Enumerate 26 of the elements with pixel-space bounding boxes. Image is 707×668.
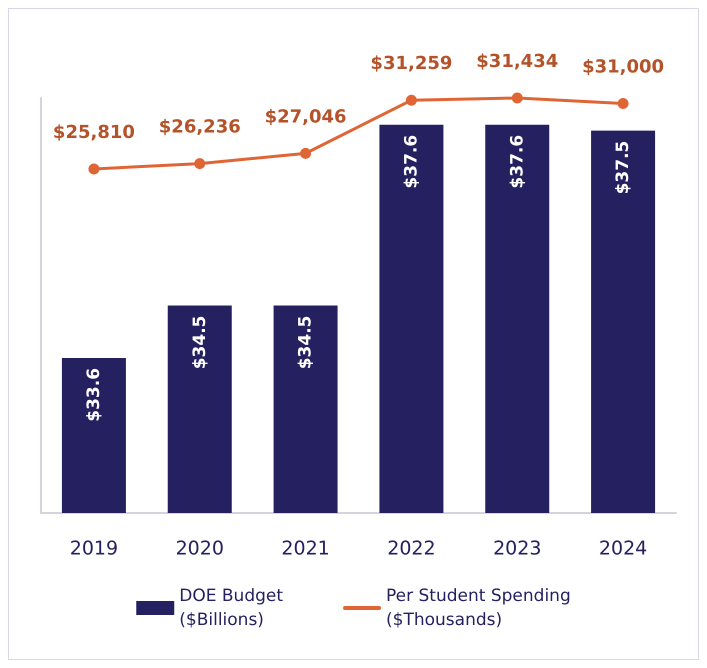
data-label: $34.5 xyxy=(190,316,210,370)
x-tick-label: 2019 xyxy=(70,538,118,560)
point xyxy=(88,163,100,174)
point xyxy=(300,148,312,159)
data-label: $33.6 xyxy=(84,368,104,422)
point xyxy=(194,158,206,170)
point xyxy=(406,94,417,106)
data-label: $37.5 xyxy=(613,140,634,194)
data-label: $37.6 xyxy=(401,134,422,189)
data-label: $34.5 xyxy=(296,316,316,370)
legend-label: DOE Budget ($Billions) xyxy=(179,586,284,630)
point xyxy=(618,98,629,109)
data-label: $31,000 xyxy=(582,56,664,78)
x-tick-label: 2024 xyxy=(598,538,648,560)
data-label: $31,259 xyxy=(370,53,452,74)
x-tick-label: 2023 xyxy=(493,538,542,560)
data-label: $25,810 xyxy=(52,122,135,143)
x-tick-label: 2020 xyxy=(176,538,224,560)
data-label: $31,434 xyxy=(476,51,558,72)
data-label: $26,236 xyxy=(158,116,241,138)
data-label: $37.6 xyxy=(507,134,528,189)
x-tick-label: 2022 xyxy=(387,538,436,560)
legend-label: Per Student Spending ($Thousands) xyxy=(386,586,571,630)
x-tick-label: 2021 xyxy=(281,538,330,560)
data-label: $27,046 xyxy=(264,106,347,128)
point xyxy=(512,92,523,104)
